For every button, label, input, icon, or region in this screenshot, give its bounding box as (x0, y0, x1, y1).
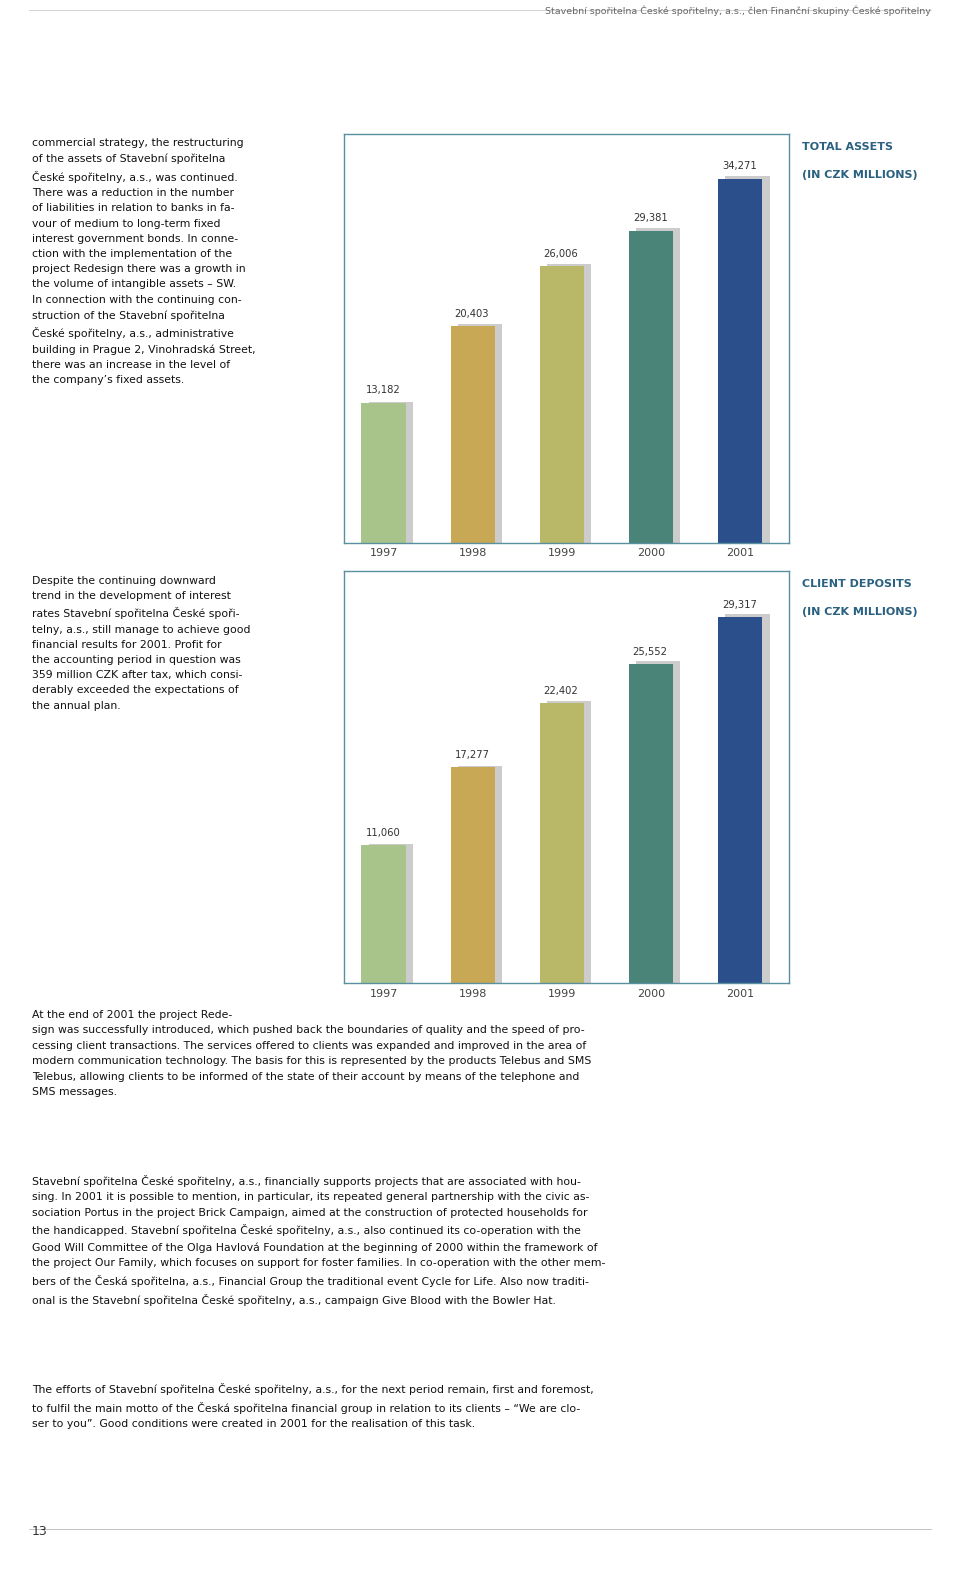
Bar (362, 845, 406, 983)
Text: CLIENT DEPOSITS: CLIENT DEPOSITS (802, 579, 911, 588)
Bar (547, 702, 591, 983)
Bar (369, 843, 413, 983)
Bar (725, 613, 770, 983)
Bar (458, 766, 502, 983)
Text: Despite the continuing downward
trend in the development of interest
rates Stave: Despite the continuing downward trend in… (32, 576, 251, 711)
Bar (636, 228, 681, 543)
Text: 29,381: 29,381 (633, 214, 667, 223)
Bar (718, 179, 762, 543)
Text: TOTAL ASSETS: TOTAL ASSETS (802, 142, 893, 151)
Text: (IN CZK MILLIONS): (IN CZK MILLIONS) (802, 170, 917, 179)
Bar (629, 664, 673, 983)
Bar (362, 403, 406, 543)
Bar (458, 324, 502, 543)
Bar (540, 266, 585, 543)
Text: 25,552: 25,552 (633, 647, 667, 656)
Text: commercial strategy, the restructuring
of the assets of Stavební spořitelna
Česk: commercial strategy, the restructuring o… (32, 138, 255, 385)
Bar (725, 176, 770, 543)
Text: (IN CZK MILLIONS): (IN CZK MILLIONS) (802, 607, 917, 617)
Text: 34,271: 34,271 (722, 162, 756, 171)
Text: The efforts of Stavební spořitelna České spořitelny, a.s., for the next period r: The efforts of Stavební spořitelna České… (32, 1383, 593, 1430)
Bar (718, 617, 762, 983)
Text: 26,006: 26,006 (543, 249, 579, 260)
Text: 13,182: 13,182 (366, 385, 400, 395)
Bar (636, 662, 681, 983)
Bar (369, 401, 413, 543)
Bar (547, 264, 591, 543)
Text: 29,317: 29,317 (722, 599, 756, 610)
Text: 20,403: 20,403 (455, 308, 490, 319)
Text: Stavební spořitelna České spořitelny, a.s., financially supports projects that a: Stavební spořitelna České spořitelny, a.… (32, 1175, 605, 1306)
Text: 11,060: 11,060 (366, 827, 400, 837)
Text: At the end of 2001 the project Rede-
sign was successfully introduced, which pus: At the end of 2001 the project Rede- sig… (32, 1010, 591, 1096)
Text: 17,277: 17,277 (454, 750, 490, 760)
Text: 22,402: 22,402 (543, 686, 579, 695)
Bar (540, 703, 585, 983)
Bar (450, 768, 495, 983)
Bar (629, 231, 673, 543)
Text: Stavební spořitelna České spořitelny, a.s., člen Finanční skupiny České spořitel: Stavební spořitelna České spořitelny, a.… (545, 5, 931, 16)
Bar (450, 326, 495, 543)
Text: 13: 13 (32, 1526, 47, 1538)
